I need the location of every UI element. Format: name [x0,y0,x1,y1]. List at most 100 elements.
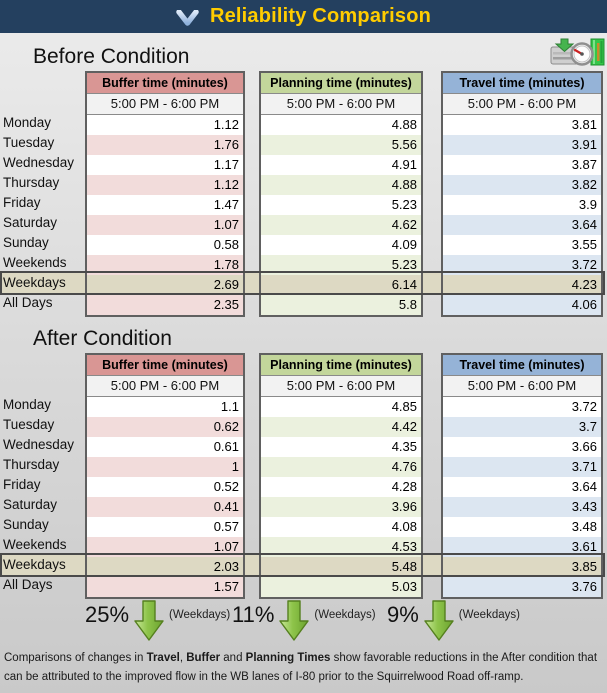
green-down-arrow-icon [134,600,164,641]
after-travel-column: Travel time (minutes) 5:00 PM - 6:00 PM 3.… [441,353,603,599]
table-cell: 4.91 [261,155,421,175]
table-cell: 3.72 [443,397,601,417]
time-window-subheader: 5:00 PM - 6:00 PM [87,376,243,397]
table-cell: 3.64 [443,215,601,235]
table-cell: 5.8 [261,295,421,315]
after-planning-column: Planning time (minutes) 5:00 PM - 6:00 PM… [259,353,423,599]
table-cell: 3.87 [443,155,601,175]
reduction-group: 11% (Weekdays) [232,600,376,642]
after-condition-table: Monday Tuesday Wednesday Thursday Friday Satu… [0,353,607,599]
reduction-group: 9% (Weekdays) [387,600,520,642]
after-buffer-column: Buffer time (minutes) 5:00 PM - 6:00 PM 1.… [85,353,245,599]
reduction-value: 9% [387,602,419,627]
column-header: Planning time (minutes) [261,73,421,94]
reduction-group: 25% (Weekdays) [85,600,230,642]
table-cell: 0.58 [87,235,243,255]
before-condition-table: Monday Tuesday Wednesday Thursday Friday Satu… [0,71,607,317]
table-cell: 1.76 [87,135,243,155]
time-window-subheader: 5:00 PM - 6:00 PM [443,94,601,115]
table-cell: 4.35 [261,437,421,457]
reduction-note: (Weekdays) [314,609,376,621]
table-cell: 1.12 [87,175,243,195]
table-cell: 1.12 [87,115,243,135]
table-cell: 5.03 [261,577,421,597]
table-cell: 3.82 [443,175,601,195]
row-label: Saturday [3,215,58,230]
row-label: Friday [3,477,41,492]
row-label: Friday [3,195,41,210]
table-cell: 4.09 [261,235,421,255]
footnote-text: show favorable reductions in the After c… [4,652,598,683]
table-cell: 4.76 [261,457,421,477]
row-label: Wednesday [3,437,75,452]
row-label: Monday [3,397,52,412]
table-cell: 4.42 [261,417,421,437]
footnote-bold-term: Travel [146,652,180,664]
footnote-bold-term: Buffer [186,652,221,664]
table-cell: 1.78 [87,255,243,275]
footnote: Comparisons of changes in Travel, Buffer… [4,649,603,686]
column-header: Travel time (minutes) [443,355,601,376]
table-cell: 5.48 [261,557,421,577]
after-condition-heading: After Condition [33,327,172,350]
row-label: All Days [3,295,53,310]
table-cell: 1 [87,457,243,477]
title-bar: Reliability Comparison [0,0,607,33]
row-label: Sunday [3,235,49,250]
footnote-text: Comparisons of changes in [4,652,147,664]
table-cell: 3.66 [443,437,601,457]
table-cell: 5.23 [261,255,421,275]
table-cell: 0.52 [87,477,243,497]
table-cell: 3.61 [443,537,601,557]
table-cell: 3.43 [443,497,601,517]
table-cell: 0.41 [87,497,243,517]
row-label: Thursday [3,457,60,472]
table-cell: 5.23 [261,195,421,215]
row-label: Weekdays [3,557,66,572]
row-label: All Days [3,577,53,592]
time-window-subheader: 5:00 PM - 6:00 PM [87,94,243,115]
table-cell: 4.06 [443,295,601,315]
green-down-arrow-icon [279,600,310,641]
column-header: Planning time (minutes) [261,355,421,376]
row-label: Sunday [3,517,49,532]
table-cell: 1.47 [87,195,243,215]
time-window-subheader: 5:00 PM - 6:00 PM [443,376,601,397]
gauge-chart-button[interactable] [550,37,606,67]
row-label: Weekends [3,537,67,552]
table-cell: 3.91 [443,135,601,155]
table-cell: 4.62 [261,215,421,235]
reduction-value: 11% [232,602,275,627]
table-cell: 2.69 [87,275,243,295]
table-cell: 2.35 [87,295,243,315]
time-window-subheader: 5:00 PM - 6:00 PM [261,94,421,115]
table-cell: 3.96 [261,497,421,517]
table-cell: 4.28 [261,477,421,497]
table-cell: 3.76 [443,577,601,597]
table-cell: 4.53 [261,537,421,557]
row-label: Wednesday [3,155,75,170]
chevron-down-icon[interactable] [176,9,199,26]
table-cell: 4.23 [443,275,601,295]
table-cell: 5.56 [261,135,421,155]
before-buffer-column: Buffer time (minutes) 5:00 PM - 6:00 PM 1.… [85,71,245,317]
row-label: Weekdays [3,275,66,290]
table-cell: 6.14 [261,275,421,295]
table-cell: 3.64 [443,477,601,497]
footnote-bold-term: Planning Times [245,652,331,664]
footnote-text: and [220,652,246,664]
before-planning-column: Planning time (minutes) 5:00 PM - 6:00 PM… [259,71,423,317]
reduction-note: (Weekdays) [458,609,520,621]
column-header: Buffer time (minutes) [87,355,243,376]
row-label: Weekends [3,255,67,270]
row-label: Monday [3,115,52,130]
table-cell: 0.57 [87,517,243,537]
table-cell: 3.81 [443,115,601,135]
row-label: Tuesday [3,417,55,432]
table-cell: 3.48 [443,517,601,537]
table-cell: 1.07 [87,215,243,235]
table-cell: 0.61 [87,437,243,457]
page-title: Reliability Comparison [209,5,432,27]
table-cell: 3.55 [443,235,601,255]
